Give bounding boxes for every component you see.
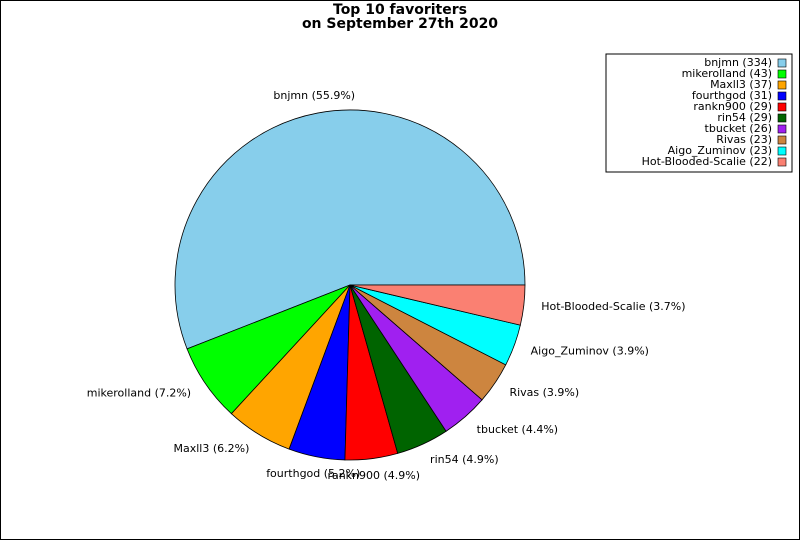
legend-label: rankn900 (29) (693, 100, 772, 113)
legend-label: Aigo_Zuminov (23) (668, 144, 772, 157)
legend-swatch (777, 135, 787, 145)
legend-swatch (777, 113, 787, 123)
chart-title: Top 10 favoriters (333, 2, 467, 18)
chart-subtitle: on September 27th 2020 (302, 16, 498, 32)
legend-label: bnjmn (334) (704, 56, 772, 69)
legend-label: tbucket (26) (705, 122, 772, 135)
legend-swatch (777, 102, 787, 112)
slice-label: Rivas (3.9%) (509, 386, 579, 399)
legend-label: Rivas (23) (716, 133, 772, 146)
legend-swatch (777, 58, 787, 68)
legend-label: Hot-Blooded-Scalie (22) (642, 155, 772, 168)
slice-label: bnjmn (55.9%) (273, 89, 355, 102)
slice-label: rin54 (4.9%) (430, 453, 499, 466)
slice-label: Aigo_Zuminov (3.9%) (531, 344, 649, 357)
pie-slice (174, 109, 526, 350)
legend-label: rin54 (29) (717, 111, 772, 124)
legend-swatch (777, 91, 787, 101)
legend-swatch (777, 157, 787, 167)
legend-label: mikerolland (43) (682, 67, 772, 80)
slice-label: rankn900 (4.9%) (327, 469, 420, 482)
legend-swatch (777, 69, 787, 79)
slice-label: mikerolland (7.2%) (87, 387, 191, 400)
legend-label: Maxll3 (37) (710, 78, 772, 91)
slice-label: tbucket (4.4%) (477, 423, 558, 436)
slice-label: fourthgod (5.2%) (266, 467, 360, 480)
slice-label: Hot-Blooded-Scalie (3.7%) (541, 300, 685, 313)
slice-label: Maxll3 (6.2%) (174, 442, 250, 455)
pie-slice (349, 284, 526, 326)
legend-box (605, 53, 793, 173)
legend-swatch (777, 124, 787, 134)
legend-swatch (777, 80, 787, 90)
legend-label: fourthgod (31) (692, 89, 772, 102)
legend-swatch (777, 146, 787, 156)
